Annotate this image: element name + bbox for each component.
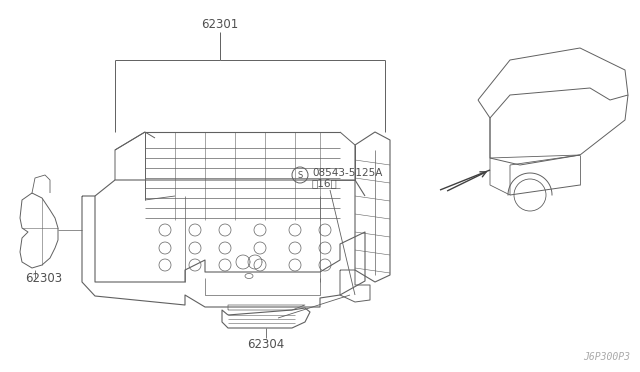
- Text: 62303: 62303: [25, 272, 62, 285]
- Text: 08543-5125A: 08543-5125A: [312, 168, 382, 178]
- Text: 62304: 62304: [248, 339, 285, 352]
- Text: （16）: （16）: [312, 178, 338, 188]
- Text: 62301: 62301: [202, 19, 239, 32]
- Text: S: S: [298, 170, 303, 180]
- Text: J6P300P3: J6P300P3: [583, 352, 630, 362]
